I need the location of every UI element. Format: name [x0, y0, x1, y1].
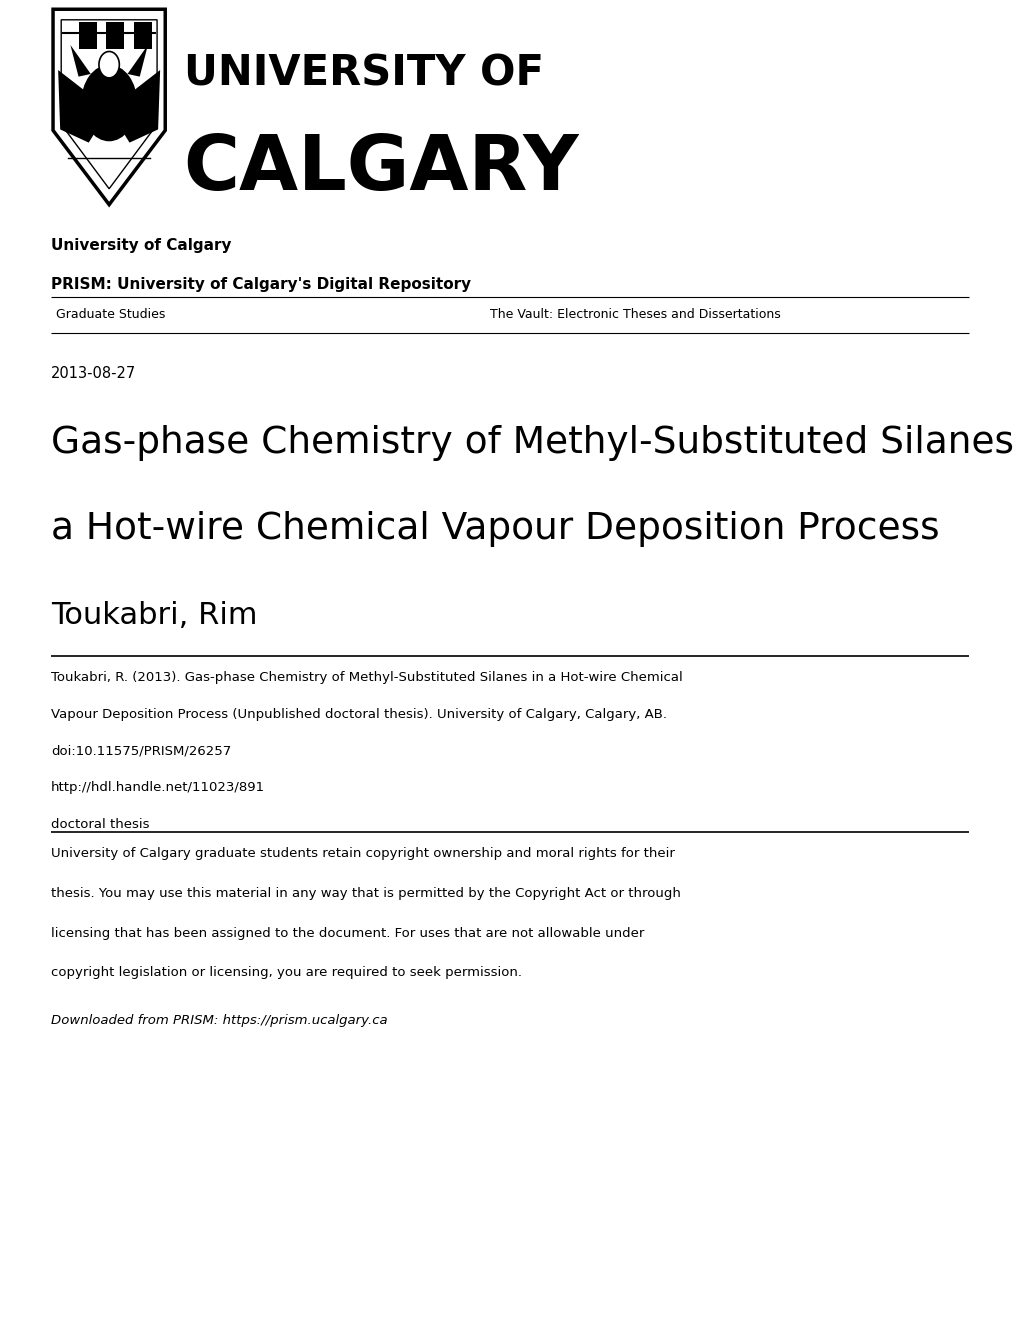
- Text: Graduate Studies: Graduate Studies: [56, 309, 165, 321]
- Text: University of Calgary graduate students retain copyright ownership and moral rig: University of Calgary graduate students …: [51, 847, 675, 861]
- FancyBboxPatch shape: [78, 22, 97, 49]
- Polygon shape: [58, 70, 109, 143]
- Text: copyright legislation or licensing, you are required to seek permission.: copyright legislation or licensing, you …: [51, 966, 522, 979]
- Text: Vapour Deposition Process (Unpublished doctoral thesis). University of Calgary, : Vapour Deposition Process (Unpublished d…: [51, 708, 666, 721]
- Text: Toukabri, R. (2013). Gas-phase Chemistry of Methyl-Substituted Silanes in a Hot-: Toukabri, R. (2013). Gas-phase Chemistry…: [51, 671, 682, 684]
- Text: doi:10.11575/PRISM/26257: doi:10.11575/PRISM/26257: [51, 744, 231, 758]
- Text: PRISM: University of Calgary's Digital Repository: PRISM: University of Calgary's Digital R…: [51, 277, 471, 292]
- FancyBboxPatch shape: [133, 22, 152, 49]
- Text: http://hdl.handle.net/11023/891: http://hdl.handle.net/11023/891: [51, 781, 265, 795]
- Text: licensing that has been assigned to the document. For uses that are not allowabl: licensing that has been assigned to the …: [51, 927, 644, 940]
- Text: a Hot-wire Chemical Vapour Deposition Process: a Hot-wire Chemical Vapour Deposition Pr…: [51, 511, 938, 546]
- FancyBboxPatch shape: [106, 22, 124, 49]
- Text: UNIVERSITY OF: UNIVERSITY OF: [183, 53, 543, 95]
- Circle shape: [99, 51, 119, 78]
- Polygon shape: [53, 9, 165, 205]
- Text: doctoral thesis: doctoral thesis: [51, 818, 150, 832]
- Text: CALGARY: CALGARY: [183, 132, 579, 206]
- Ellipse shape: [82, 65, 138, 141]
- Polygon shape: [109, 70, 160, 143]
- Text: University of Calgary: University of Calgary: [51, 238, 231, 252]
- Polygon shape: [70, 45, 91, 77]
- Text: The Vault: Electronic Theses and Dissertations: The Vault: Electronic Theses and Dissert…: [489, 309, 780, 321]
- Polygon shape: [127, 45, 148, 77]
- Text: Downloaded from PRISM: https://prism.ucalgary.ca: Downloaded from PRISM: https://prism.uca…: [51, 1014, 387, 1027]
- Text: Gas-phase Chemistry of Methyl-Substituted Silanes in: Gas-phase Chemistry of Methyl-Substitute…: [51, 425, 1019, 461]
- Text: Toukabri, Rim: Toukabri, Rim: [51, 601, 257, 630]
- Text: 2013-08-27: 2013-08-27: [51, 366, 137, 380]
- Text: thesis. You may use this material in any way that is permitted by the Copyright : thesis. You may use this material in any…: [51, 887, 681, 900]
